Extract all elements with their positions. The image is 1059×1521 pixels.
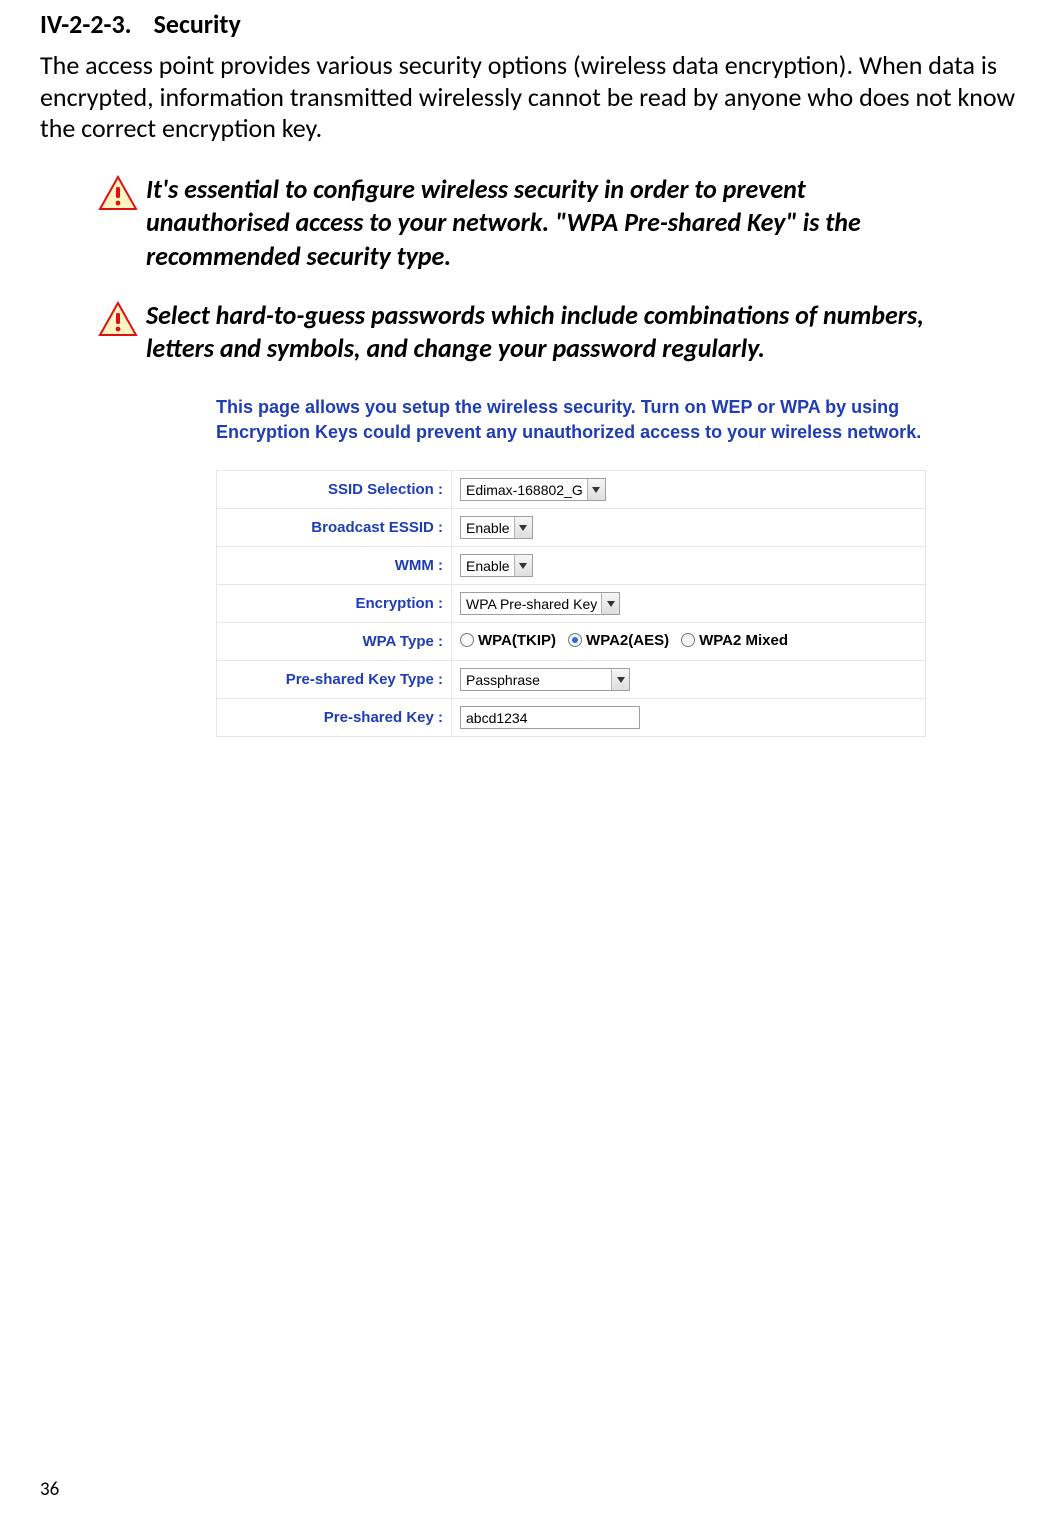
wpa2-mixed-radio[interactable] (681, 633, 695, 647)
psk-type-value: Passphrase (466, 672, 544, 688)
page-number: 36 (40, 1478, 59, 1501)
encryption-dropdown[interactable]: WPA Pre-shared Key (460, 592, 620, 615)
intro-paragraph: The access point provides various securi… (40, 50, 1029, 145)
broadcast-essid-dropdown[interactable]: Enable (460, 516, 533, 539)
chevron-down-icon (611, 669, 629, 690)
section-heading: IV-2-2-3. Security (40, 8, 1029, 40)
table-row: Pre-shared Key Type : Passphrase (217, 661, 926, 699)
chevron-down-icon (514, 517, 532, 538)
broadcast-essid-label: Broadcast ESSID : (217, 509, 452, 547)
warning-block-1: It's essential to configure wireless sec… (98, 173, 948, 273)
security-settings-table: SSID Selection : Edimax-168802_G Broadca… (216, 470, 926, 737)
document-page: IV-2-2-3. Security The access point provi… (0, 0, 1059, 1521)
wpa-type-radio-group: WPA(TKIP) WPA2(AES) WPA2 Mixed (460, 632, 796, 649)
ssid-selection-value: Edimax-168802_G (466, 482, 587, 498)
wpa2-aes-radio[interactable] (568, 633, 582, 647)
ssid-selection-label: SSID Selection : (217, 471, 452, 509)
psk-type-dropdown[interactable]: Passphrase (460, 668, 630, 691)
wmm-value: Enable (466, 558, 514, 574)
table-row: Encryption : WPA Pre-shared Key (217, 585, 926, 623)
warning-text-2: Select hard-to-guess passwords which inc… (146, 299, 948, 366)
psk-type-label: Pre-shared Key Type : (217, 661, 452, 699)
section-title: Security (154, 8, 241, 40)
wpa-tkip-radio[interactable] (460, 633, 474, 647)
wpa2-mixed-label: WPA2 Mixed (699, 632, 788, 649)
encryption-value: WPA Pre-shared Key (466, 596, 601, 612)
chevron-down-icon (601, 593, 619, 614)
psk-label: Pre-shared Key : (217, 699, 452, 737)
wmm-label: WMM : (217, 547, 452, 585)
broadcast-essid-value: Enable (466, 520, 514, 536)
warning-text-1: It's essential to configure wireless sec… (146, 173, 948, 273)
table-row: WMM : Enable (217, 547, 926, 585)
ssid-selection-dropdown[interactable]: Edimax-168802_G (460, 478, 606, 501)
form-intro-text: This page allows you setup the wireless … (216, 395, 926, 444)
wmm-dropdown[interactable]: Enable (460, 554, 533, 577)
security-form: This page allows you setup the wireless … (216, 395, 926, 737)
wpa2-aes-label: WPA2(AES) (586, 632, 669, 649)
chevron-down-icon (587, 479, 605, 500)
table-row: WPA Type : WPA(TKIP) WPA2(AES) WPA2 Mixe… (217, 623, 926, 661)
chevron-down-icon (514, 555, 532, 576)
table-row: SSID Selection : Edimax-168802_G (217, 471, 926, 509)
section-number: IV-2-2-3. (40, 8, 132, 40)
wpa-tkip-label: WPA(TKIP) (478, 632, 556, 649)
warning-icon (98, 175, 146, 216)
table-row: Pre-shared Key : abcd1234 (217, 699, 926, 737)
psk-input[interactable]: abcd1234 (460, 706, 640, 729)
wpa-type-label: WPA Type : (217, 623, 452, 661)
table-row: Broadcast ESSID : Enable (217, 509, 926, 547)
encryption-label: Encryption : (217, 585, 452, 623)
warning-block-2: Select hard-to-guess passwords which inc… (98, 299, 948, 366)
warning-icon (98, 301, 146, 342)
